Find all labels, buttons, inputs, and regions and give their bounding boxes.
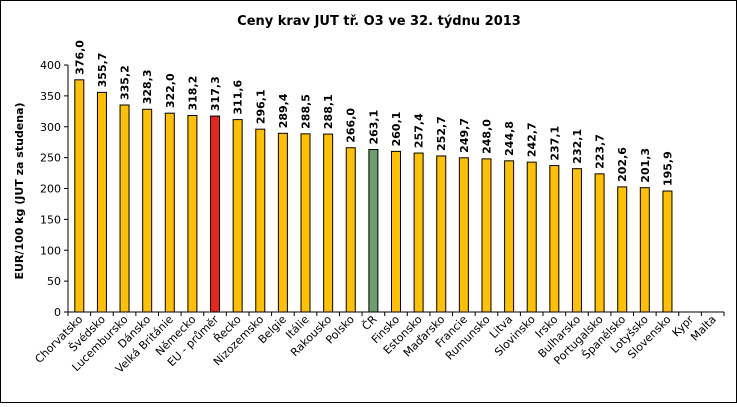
- x-tick-label: Malta: [688, 313, 719, 344]
- y-tick-label: 150: [40, 213, 61, 226]
- data-label: 195,9: [661, 151, 674, 186]
- data-label: 311,6: [232, 79, 245, 114]
- chart-title: Ceny krav JUT tř. O3 ve 32. týdnu 2013: [237, 14, 521, 29]
- bar: [639, 187, 650, 313]
- data-label: 252,7: [435, 116, 448, 151]
- bar: [277, 132, 288, 313]
- data-label: 355,7: [96, 53, 109, 88]
- bar: [368, 149, 379, 313]
- data-label: 296,1: [254, 89, 267, 124]
- y-tick-label: 300: [40, 121, 61, 134]
- bar: [142, 108, 153, 313]
- data-label: 376,0: [73, 40, 86, 75]
- bar: [255, 128, 266, 313]
- bar: [323, 133, 334, 313]
- bar: [164, 112, 175, 313]
- data-label: 288,1: [322, 94, 335, 129]
- data-label: 201,3: [639, 148, 652, 183]
- bar: [187, 115, 198, 313]
- y-tick-label: 350: [40, 90, 61, 103]
- data-label: 202,6: [616, 147, 629, 182]
- data-label: 266,0: [345, 108, 358, 143]
- y-tick-label: 400: [40, 59, 61, 72]
- bar: [481, 158, 492, 313]
- data-label: 223,7: [594, 134, 607, 169]
- data-label: 317,3: [209, 76, 222, 111]
- bar: [571, 168, 582, 313]
- y-axis: 0 50 100 150 200 250 300 350 400: [40, 59, 69, 319]
- data-label: 288,5: [300, 94, 313, 129]
- data-label: 263,1: [367, 110, 380, 145]
- bar: [504, 160, 515, 313]
- bar: [210, 115, 221, 313]
- data-label: 242,7: [526, 122, 539, 157]
- bar: [74, 79, 85, 313]
- y-tick-label: 200: [40, 183, 61, 196]
- bar: [526, 161, 537, 313]
- data-label: 232,1: [571, 129, 584, 164]
- bar: [662, 190, 673, 313]
- bar: [391, 150, 401, 313]
- data-label: 260,1: [390, 112, 403, 147]
- y-axis-label: EUR/100 kg (JUT za studena): [13, 102, 26, 279]
- bar: [300, 133, 311, 313]
- data-label: 244,8: [503, 121, 516, 156]
- data-label: 328,3: [141, 69, 154, 104]
- bar: [458, 157, 469, 313]
- data-label: 318,2: [186, 76, 199, 111]
- bar: [96, 91, 107, 313]
- data-label: 237,1: [548, 126, 561, 161]
- data-labels-group: 376,0 355,7 335,2 328,3 322,0 318,2 317,3 311,6…: [73, 40, 674, 186]
- data-label: 322,0: [164, 73, 177, 108]
- data-label: 249,7: [458, 118, 471, 153]
- bar: [549, 165, 560, 313]
- data-label: 335,2: [119, 65, 132, 100]
- bar: [413, 152, 424, 313]
- bar: [594, 173, 605, 313]
- bar: [119, 104, 130, 313]
- bar: [617, 186, 628, 313]
- y-tick-label: 0: [54, 306, 61, 319]
- data-label: 257,4: [413, 113, 426, 148]
- y-tick-label: 250: [40, 152, 61, 165]
- x-axis: ChorvatskoŠvédskoLucemburskoDánskoVelká …: [32, 311, 725, 376]
- y-tick-label: 100: [40, 244, 61, 257]
- data-label: 248,0: [480, 119, 493, 154]
- bar: [232, 119, 243, 313]
- bar: [436, 155, 447, 313]
- bars-group: [74, 79, 673, 313]
- bar: [345, 147, 356, 313]
- data-label: 289,4: [277, 93, 290, 128]
- y-tick-label: 50: [47, 275, 61, 288]
